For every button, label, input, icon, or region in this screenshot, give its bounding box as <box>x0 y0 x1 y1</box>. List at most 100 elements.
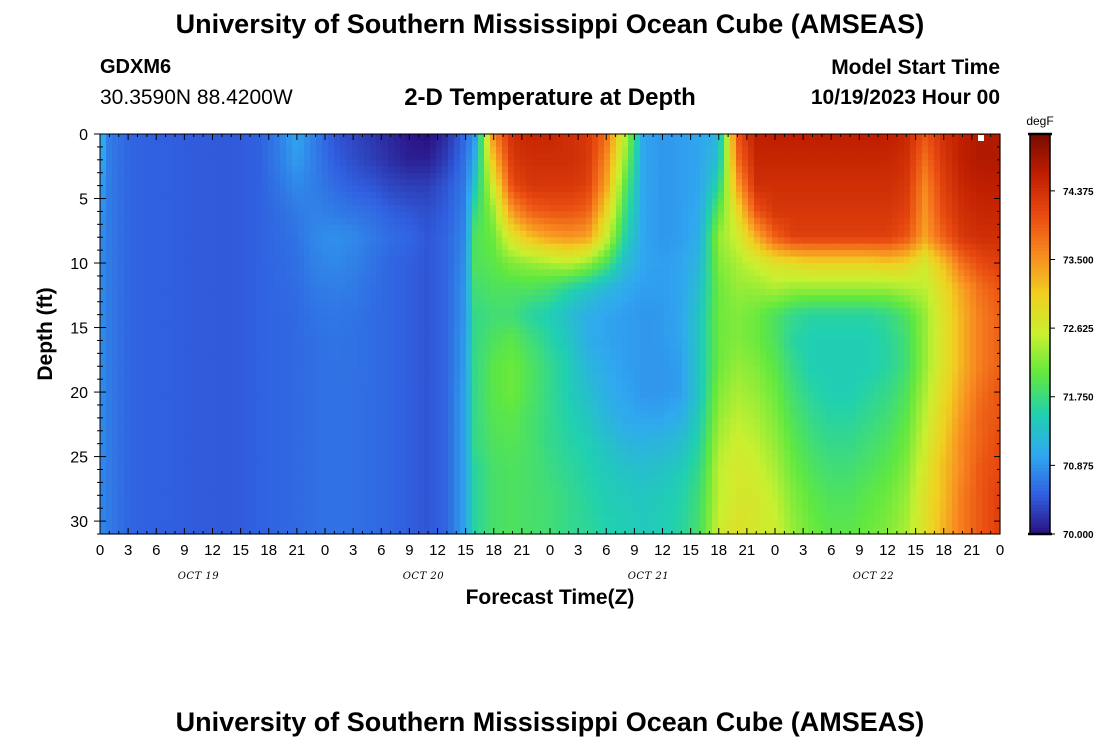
heatmap-cell <box>634 282 641 290</box>
heatmap-cell <box>562 282 569 290</box>
heatmap-cell <box>166 301 173 309</box>
heatmap-cell <box>850 172 857 180</box>
heatmap-cell <box>940 140 947 148</box>
heatmap-cell <box>754 237 761 245</box>
heatmap-cell <box>892 301 899 309</box>
heatmap-cell <box>826 230 833 238</box>
heatmap-cell <box>190 327 197 335</box>
heatmap-cell <box>142 140 149 148</box>
heatmap-cell <box>670 179 677 187</box>
heatmap-cell <box>754 256 761 264</box>
heatmap-cell <box>340 275 347 283</box>
heatmap-cell <box>262 198 269 206</box>
heatmap-cell <box>724 334 731 342</box>
heatmap-cell <box>706 250 713 258</box>
model-start-label: Model Start Time <box>831 56 1000 79</box>
heatmap-cell <box>748 327 755 335</box>
heatmap-cell <box>904 301 911 309</box>
heatmap-cell <box>388 263 395 271</box>
heatmap-cell <box>172 321 179 329</box>
heatmap-cell <box>808 327 815 335</box>
heatmap-cell <box>502 172 509 180</box>
heatmap-cell <box>688 172 695 180</box>
heatmap-cell <box>982 192 989 200</box>
heatmap-cell <box>820 166 827 174</box>
heatmap-cell <box>130 172 137 180</box>
heatmap-cell <box>196 237 203 245</box>
heatmap-cell <box>406 172 413 180</box>
heatmap-cell <box>442 327 449 335</box>
heatmap-cell <box>358 301 365 309</box>
heatmap-cell <box>280 185 287 193</box>
heatmap-cell <box>388 340 395 348</box>
heatmap-cell <box>694 179 701 187</box>
heatmap-cell <box>478 230 485 238</box>
heatmap-cell <box>904 166 911 174</box>
heatmap-cell <box>934 321 941 329</box>
heatmap-cell <box>982 314 989 322</box>
heatmap-cell <box>364 159 371 167</box>
heatmap-cell <box>316 237 323 245</box>
heatmap-cell <box>154 211 161 219</box>
heatmap-cell <box>430 250 437 258</box>
heatmap-cell <box>142 275 149 283</box>
heatmap-cell <box>598 295 605 303</box>
heatmap-cell <box>874 166 881 174</box>
heatmap-cell <box>928 204 935 213</box>
heatmap-cell <box>418 217 425 225</box>
heatmap-cell <box>346 140 353 148</box>
heatmap-cell <box>310 334 317 342</box>
heatmap-cell <box>346 295 353 303</box>
heatmap-cell <box>910 275 917 283</box>
heatmap-cell <box>250 237 257 245</box>
heatmap-cell <box>334 140 341 148</box>
heatmap-cell <box>202 334 209 342</box>
heatmap-cell <box>460 146 467 154</box>
heatmap-cell <box>826 256 833 264</box>
heatmap-cell <box>352 217 359 225</box>
heatmap-cell <box>124 263 131 271</box>
heatmap-cell <box>172 263 179 271</box>
heatmap-cell <box>304 204 311 213</box>
heatmap-cell <box>130 327 137 335</box>
heatmap-cell <box>622 282 629 290</box>
heatmap-cell <box>940 340 947 348</box>
heatmap-cell <box>490 263 497 271</box>
heatmap-cell <box>226 140 233 148</box>
heatmap-cell <box>160 159 167 167</box>
heatmap-cell <box>994 263 1001 271</box>
heatmap-cell <box>112 230 119 238</box>
heatmap-cell <box>514 308 521 316</box>
heatmap-cell <box>940 172 947 180</box>
heatmap-cell <box>718 288 725 296</box>
heatmap-cell <box>724 230 731 238</box>
heatmap-cell <box>526 172 533 180</box>
heatmap-cell <box>244 308 251 316</box>
heatmap-cell <box>448 314 455 322</box>
heatmap-cell <box>238 275 245 283</box>
heatmap-cell <box>238 295 245 303</box>
heatmap-cell <box>688 134 695 142</box>
heatmap-cell <box>952 230 959 238</box>
heatmap-cell <box>730 172 737 180</box>
heatmap-cell <box>610 159 617 167</box>
heatmap-cell <box>352 282 359 290</box>
heatmap-cell <box>274 275 281 283</box>
heatmap-cell <box>334 243 341 251</box>
heatmap-cell <box>292 153 299 161</box>
heatmap-cell <box>106 269 113 277</box>
heatmap-cell <box>850 179 857 187</box>
heatmap-cell <box>172 204 179 213</box>
heatmap-cell <box>670 327 677 335</box>
heatmap-cell <box>784 198 791 206</box>
heatmap-cell <box>502 243 509 251</box>
heatmap-cell <box>778 166 785 174</box>
heatmap-cell <box>688 166 695 174</box>
heatmap-cell <box>694 204 701 213</box>
heatmap-cell <box>904 192 911 200</box>
heatmap-cell <box>994 301 1001 309</box>
heatmap-cell <box>358 211 365 219</box>
heatmap-cell <box>148 282 155 290</box>
heatmap-cell <box>328 140 335 148</box>
heatmap-cell <box>586 269 593 277</box>
